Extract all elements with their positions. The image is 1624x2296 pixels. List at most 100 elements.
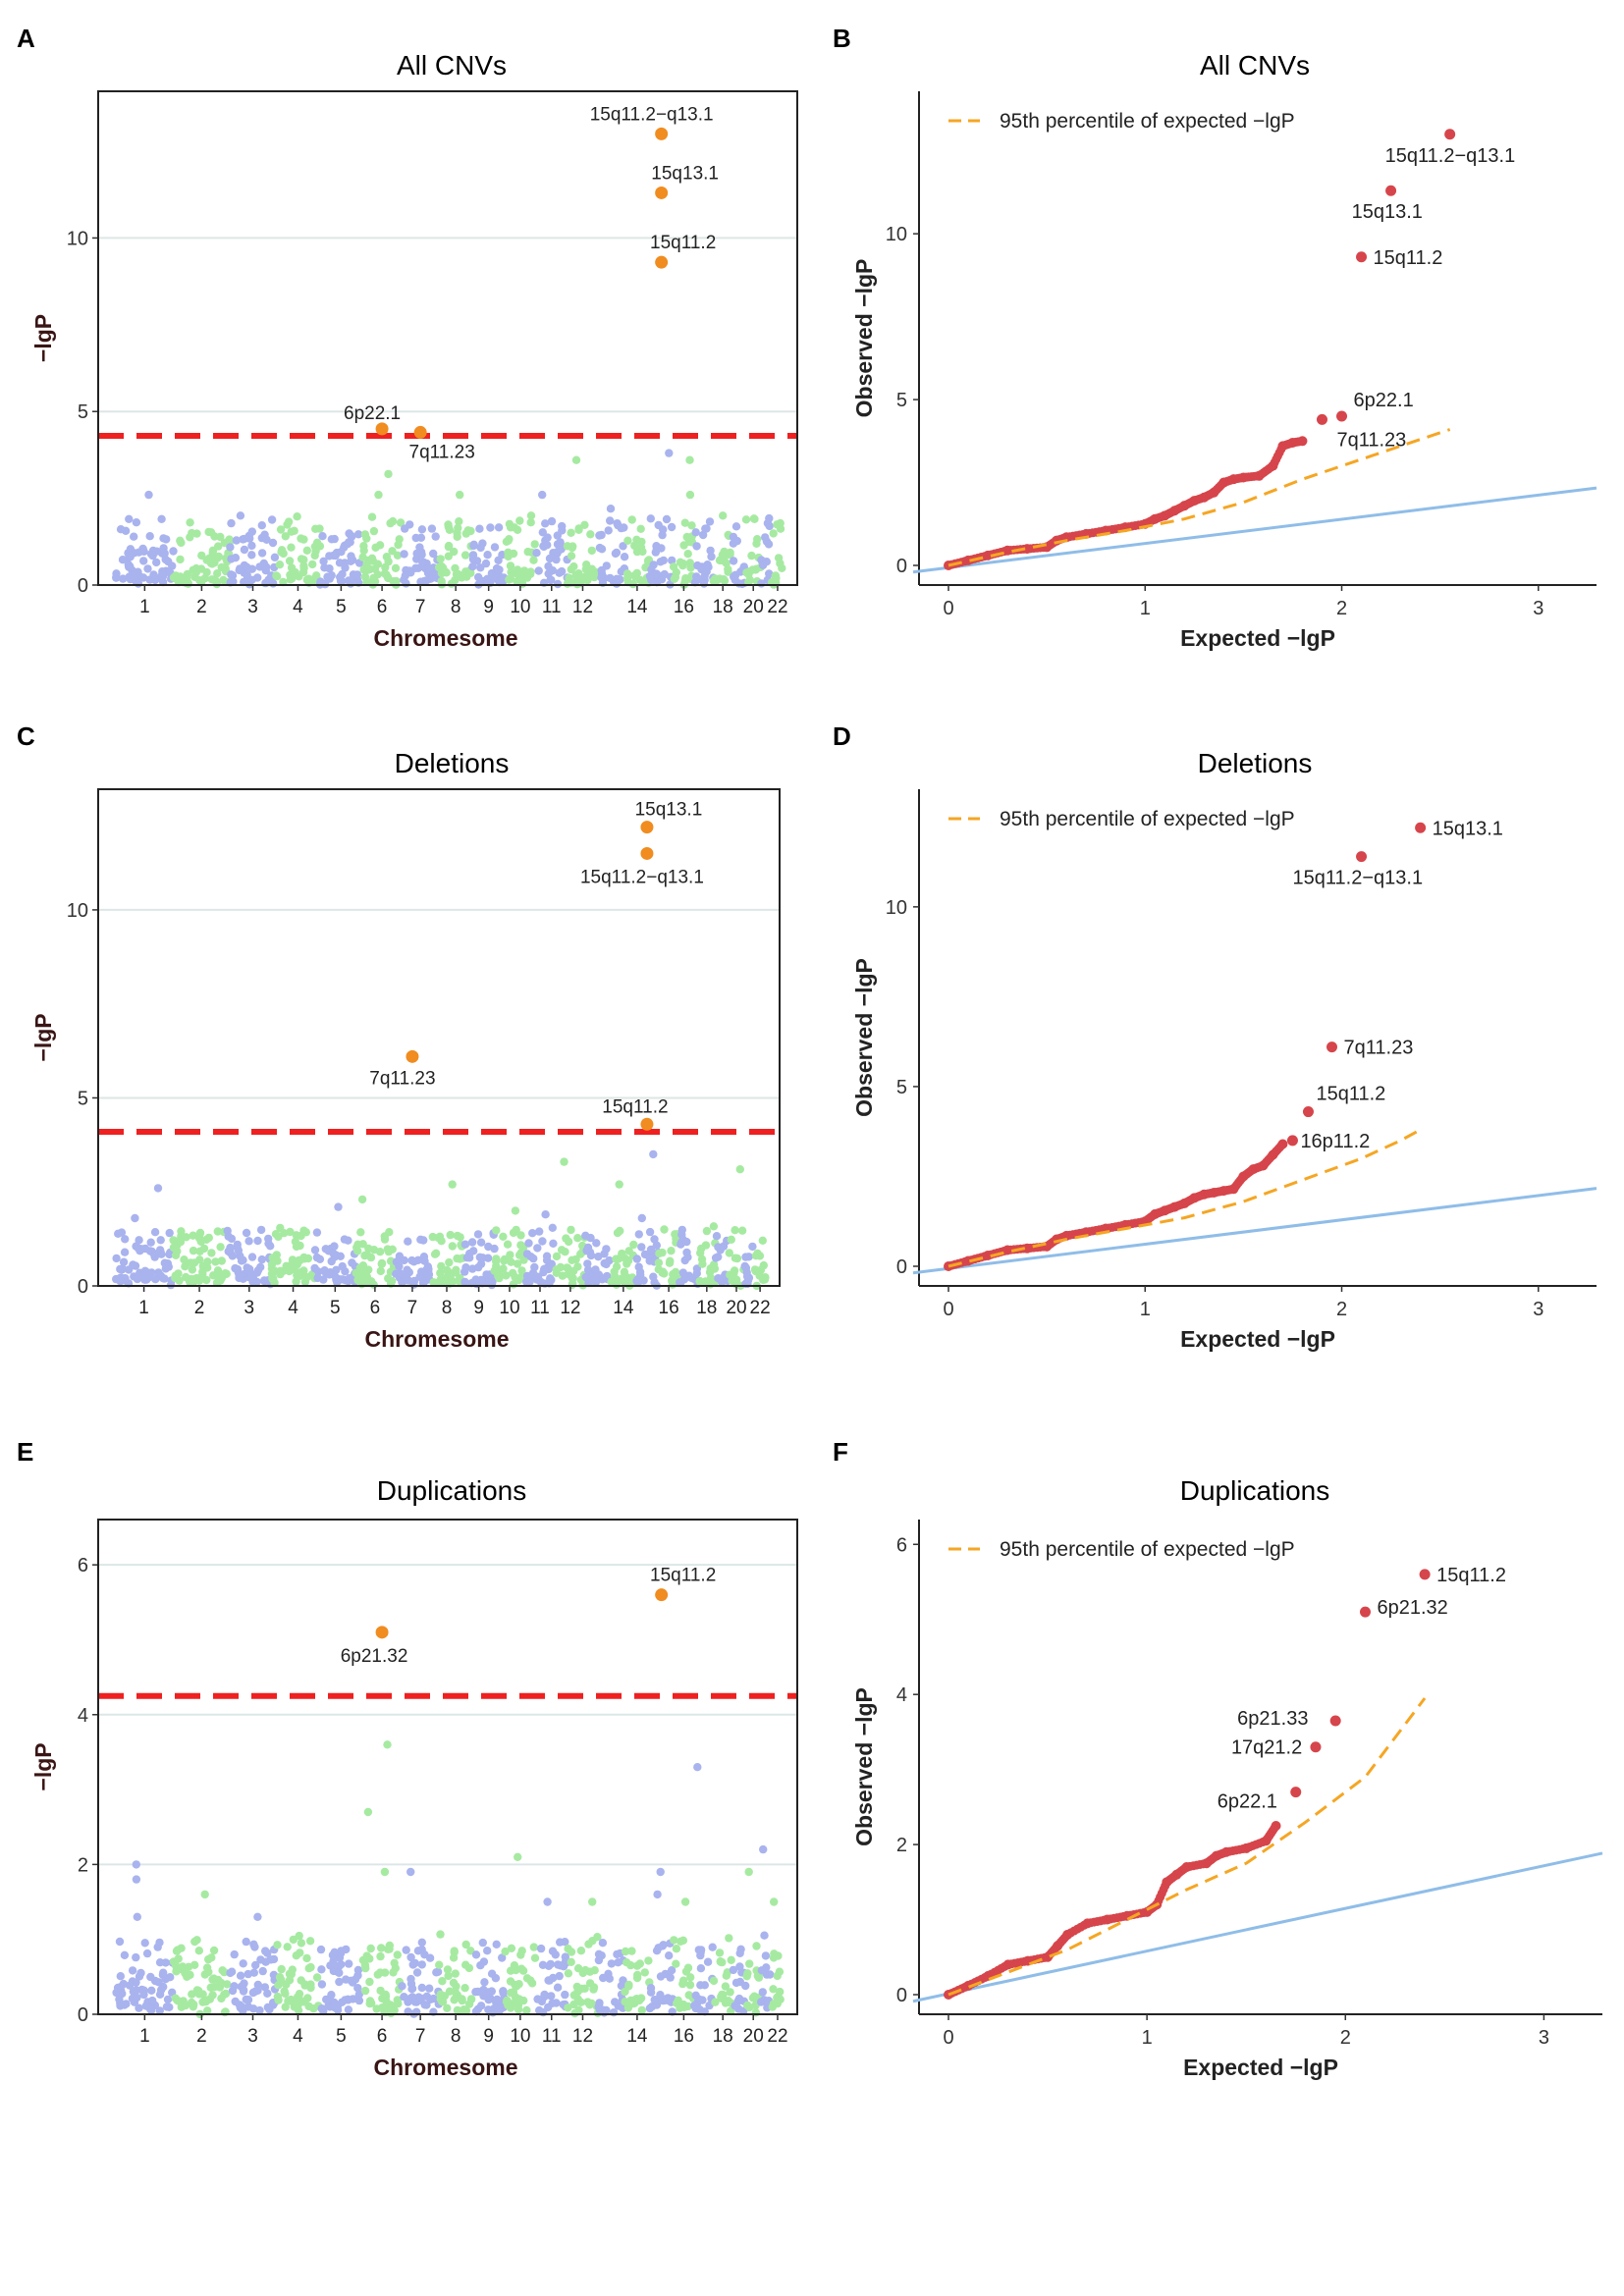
hit-label: 15q11.2 <box>650 1566 716 1586</box>
hit-label: 15q13.1 <box>635 800 703 821</box>
background-point <box>552 1268 561 1278</box>
background-point <box>251 1960 260 1970</box>
background-point <box>627 1947 636 1955</box>
background-point <box>476 1238 486 1247</box>
background-point <box>662 1995 671 2003</box>
hit-point <box>1419 1569 1431 1580</box>
background-point <box>487 1969 497 1978</box>
background-point <box>178 1962 188 1971</box>
background-point <box>341 1267 350 1276</box>
background-point <box>510 1961 519 1970</box>
background-point <box>322 1995 331 2004</box>
elevated-point <box>236 511 245 520</box>
background-point <box>202 1996 211 2005</box>
background-point <box>393 1950 402 1959</box>
background-point <box>385 1941 394 1950</box>
background-point <box>132 1242 140 1251</box>
background-point <box>694 1946 703 1954</box>
background-point <box>279 1266 288 1276</box>
background-point <box>261 564 270 574</box>
x-tick-label: 1 <box>1140 598 1151 619</box>
background-point <box>684 1991 693 2000</box>
background-point <box>287 527 296 536</box>
background-point <box>541 519 550 528</box>
background-point <box>161 555 170 564</box>
chart-title: All CNVs <box>1200 50 1310 80</box>
background-point <box>672 1959 680 1968</box>
background-point <box>677 1225 686 1235</box>
background-point <box>230 1949 239 1959</box>
background-point <box>272 571 281 580</box>
elevated-point <box>456 490 464 500</box>
y-tick-label: 0 <box>78 2004 88 2026</box>
background-point <box>592 1239 601 1248</box>
background-point <box>311 524 320 533</box>
background-point <box>446 1230 455 1240</box>
background-point <box>761 1951 771 1960</box>
background-point <box>696 1249 705 1257</box>
background-point <box>377 1944 386 1952</box>
background-point <box>684 537 694 547</box>
background-point <box>762 558 771 566</box>
background-point <box>139 557 148 565</box>
background-point <box>501 1947 510 1956</box>
background-point <box>528 1229 537 1238</box>
background-point <box>499 1264 508 1273</box>
background-point <box>253 573 262 582</box>
background-point <box>337 1960 346 1969</box>
hit-point <box>1336 410 1348 422</box>
x-tick-label: 11 <box>542 597 562 617</box>
background-point <box>677 1278 685 1287</box>
background-point <box>158 571 168 581</box>
observed-point <box>1099 1915 1109 1925</box>
elevated-point <box>210 532 219 541</box>
background-point <box>681 1967 691 1976</box>
background-point <box>227 518 236 528</box>
background-point <box>764 540 774 549</box>
background-point <box>717 1274 727 1283</box>
y-tick-label: 4 <box>896 1684 907 1706</box>
x-tick-label: 5 <box>336 2026 347 2047</box>
background-point <box>539 542 549 552</box>
y-tick-label: 10 <box>886 224 907 245</box>
background-point <box>129 1987 137 1997</box>
background-point <box>460 2005 468 2014</box>
background-point <box>611 549 621 559</box>
background-point <box>498 1953 507 1962</box>
background-point <box>530 540 539 549</box>
y-tick-label: 5 <box>896 390 907 411</box>
background-point <box>312 1228 322 1237</box>
background-point <box>629 1240 638 1250</box>
background-point <box>140 1244 150 1254</box>
qq-panel-d: D Deletions 0 5 10 0 1 2 3 15q13.1 15q11.2−q13.1 7q… <box>833 721 1597 1352</box>
background-point <box>453 2005 462 2015</box>
background-point <box>676 558 685 566</box>
background-point <box>344 2005 353 2014</box>
background-point <box>462 572 471 581</box>
background-point <box>637 1275 646 1285</box>
background-point <box>157 514 166 523</box>
background-point <box>119 1979 128 1989</box>
background-point <box>708 1943 717 1951</box>
background-point <box>475 1253 484 1262</box>
background-point <box>597 565 606 575</box>
background-point <box>741 1263 751 1272</box>
background-point <box>239 1959 247 1968</box>
background-point <box>535 1227 544 1236</box>
background-point <box>705 517 715 526</box>
background-point <box>356 1263 365 1272</box>
background-point <box>495 565 504 574</box>
elevated-point <box>253 1236 262 1246</box>
background-point <box>473 1230 483 1239</box>
elevated-point <box>384 469 393 479</box>
hit-point <box>1329 1715 1341 1727</box>
background-point <box>267 515 277 524</box>
background-point <box>214 552 223 561</box>
significant-hit-point <box>375 422 389 436</box>
background-point <box>600 573 609 583</box>
background-point <box>321 1245 330 1254</box>
background-point <box>299 535 308 544</box>
background-point <box>231 1997 240 2006</box>
background-point <box>320 563 329 572</box>
background-point <box>173 1241 182 1250</box>
